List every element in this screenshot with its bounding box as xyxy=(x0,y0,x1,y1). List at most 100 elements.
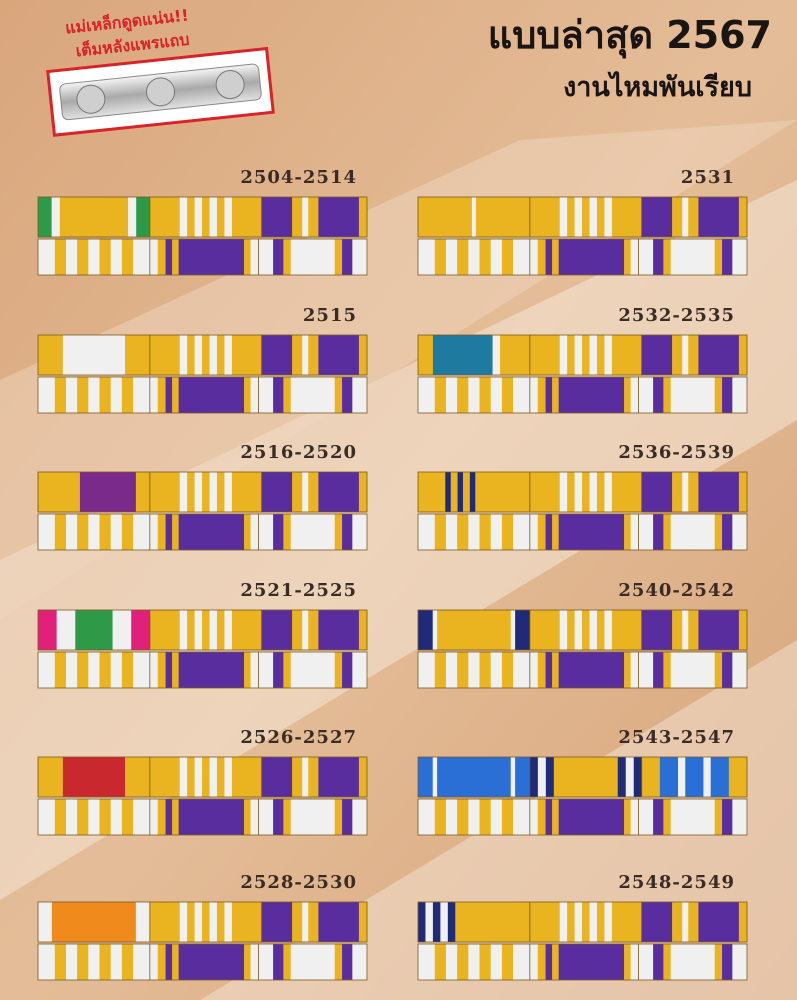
stripe xyxy=(513,514,531,550)
stripe xyxy=(110,377,123,413)
stripe xyxy=(468,652,480,688)
segment-outline xyxy=(261,756,368,798)
stripe xyxy=(479,652,492,688)
stripe xyxy=(290,652,336,688)
stripe xyxy=(638,652,654,688)
stripe xyxy=(604,902,613,942)
stripe xyxy=(283,514,292,550)
stripe xyxy=(194,472,203,512)
stripe xyxy=(589,610,598,650)
stripe xyxy=(457,472,464,512)
stripe xyxy=(342,799,353,835)
stripe xyxy=(418,472,446,512)
stripe xyxy=(558,799,625,835)
stripe xyxy=(165,652,173,688)
stripe xyxy=(714,799,723,835)
stripe xyxy=(121,944,134,980)
stripe xyxy=(38,799,56,835)
stripe xyxy=(308,902,319,942)
stripe xyxy=(308,757,319,797)
stripe xyxy=(273,799,284,835)
segment-outline xyxy=(638,376,748,414)
stripe xyxy=(202,197,210,237)
stripe xyxy=(65,514,78,550)
stripe xyxy=(537,944,546,980)
stripe xyxy=(574,610,583,650)
stripe xyxy=(418,799,436,835)
subtitle: งานไหมพันเรียบ xyxy=(563,71,752,103)
segment-outline xyxy=(638,238,748,276)
segment-outline xyxy=(258,943,368,981)
stripe xyxy=(445,514,458,550)
stripe xyxy=(630,239,639,275)
stripe xyxy=(698,472,740,512)
segment-outline xyxy=(641,756,748,798)
stripe xyxy=(559,902,568,942)
stripe xyxy=(352,652,368,688)
stripe xyxy=(529,377,539,413)
stripe xyxy=(77,239,89,275)
stripe xyxy=(133,944,151,980)
stripe xyxy=(250,944,259,980)
stripe xyxy=(292,472,303,512)
stripe xyxy=(244,652,251,688)
stripe xyxy=(596,197,605,237)
stripe xyxy=(334,799,343,835)
stripe xyxy=(501,377,514,413)
stripe xyxy=(273,652,284,688)
stripe xyxy=(722,652,733,688)
stripe xyxy=(258,799,274,835)
stripe xyxy=(463,472,471,512)
stripe xyxy=(457,652,469,688)
stripe xyxy=(157,944,166,980)
segment-outline xyxy=(641,334,748,376)
stripe xyxy=(501,799,514,835)
stripe xyxy=(611,610,643,650)
stripe xyxy=(178,514,245,550)
stripe xyxy=(432,335,493,375)
stripe xyxy=(714,652,723,688)
stripe xyxy=(202,610,210,650)
stripe xyxy=(358,902,368,942)
stripe xyxy=(659,757,679,797)
stripe xyxy=(224,335,233,375)
stripe xyxy=(670,799,716,835)
title: แบบล่าสุด 2567 xyxy=(488,13,772,59)
stripe xyxy=(318,197,360,237)
stripe xyxy=(302,902,309,942)
stripe xyxy=(121,239,134,275)
stripe xyxy=(149,902,180,942)
stripe xyxy=(51,197,61,237)
stripe xyxy=(722,239,733,275)
stripe xyxy=(292,197,303,237)
stripe xyxy=(722,514,733,550)
segment-outline xyxy=(261,901,368,943)
stripe xyxy=(468,944,480,980)
stripe xyxy=(292,757,303,797)
ribbon-bar: 2504-2514 xyxy=(37,167,368,276)
stripe xyxy=(244,944,251,980)
stripe xyxy=(682,902,689,942)
stripe xyxy=(178,799,245,835)
stripe xyxy=(641,902,673,942)
stripe xyxy=(552,239,559,275)
stripe xyxy=(110,944,123,980)
stripe xyxy=(318,610,360,650)
stripe xyxy=(545,799,553,835)
stripe xyxy=(133,514,151,550)
stripe xyxy=(545,514,553,550)
stripe xyxy=(165,377,173,413)
stripe xyxy=(630,799,639,835)
stripe xyxy=(308,472,319,512)
stripe xyxy=(418,652,436,688)
stripe xyxy=(457,514,469,550)
stripe xyxy=(738,472,748,512)
stripe xyxy=(187,335,195,375)
stripe xyxy=(358,757,368,797)
stripe xyxy=(558,377,625,413)
stripe xyxy=(38,652,56,688)
stripe xyxy=(445,239,458,275)
stripe xyxy=(663,652,672,688)
stripe xyxy=(187,902,195,942)
